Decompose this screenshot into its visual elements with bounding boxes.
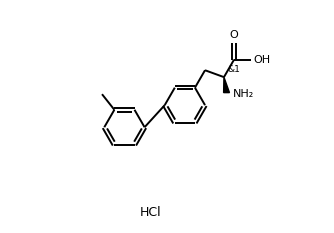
Text: NH₂: NH₂ (232, 89, 254, 99)
Text: HCl: HCl (140, 206, 162, 219)
Text: O: O (230, 30, 238, 40)
Text: OH: OH (253, 55, 270, 65)
Polygon shape (224, 77, 229, 93)
Text: &1: &1 (228, 65, 241, 74)
